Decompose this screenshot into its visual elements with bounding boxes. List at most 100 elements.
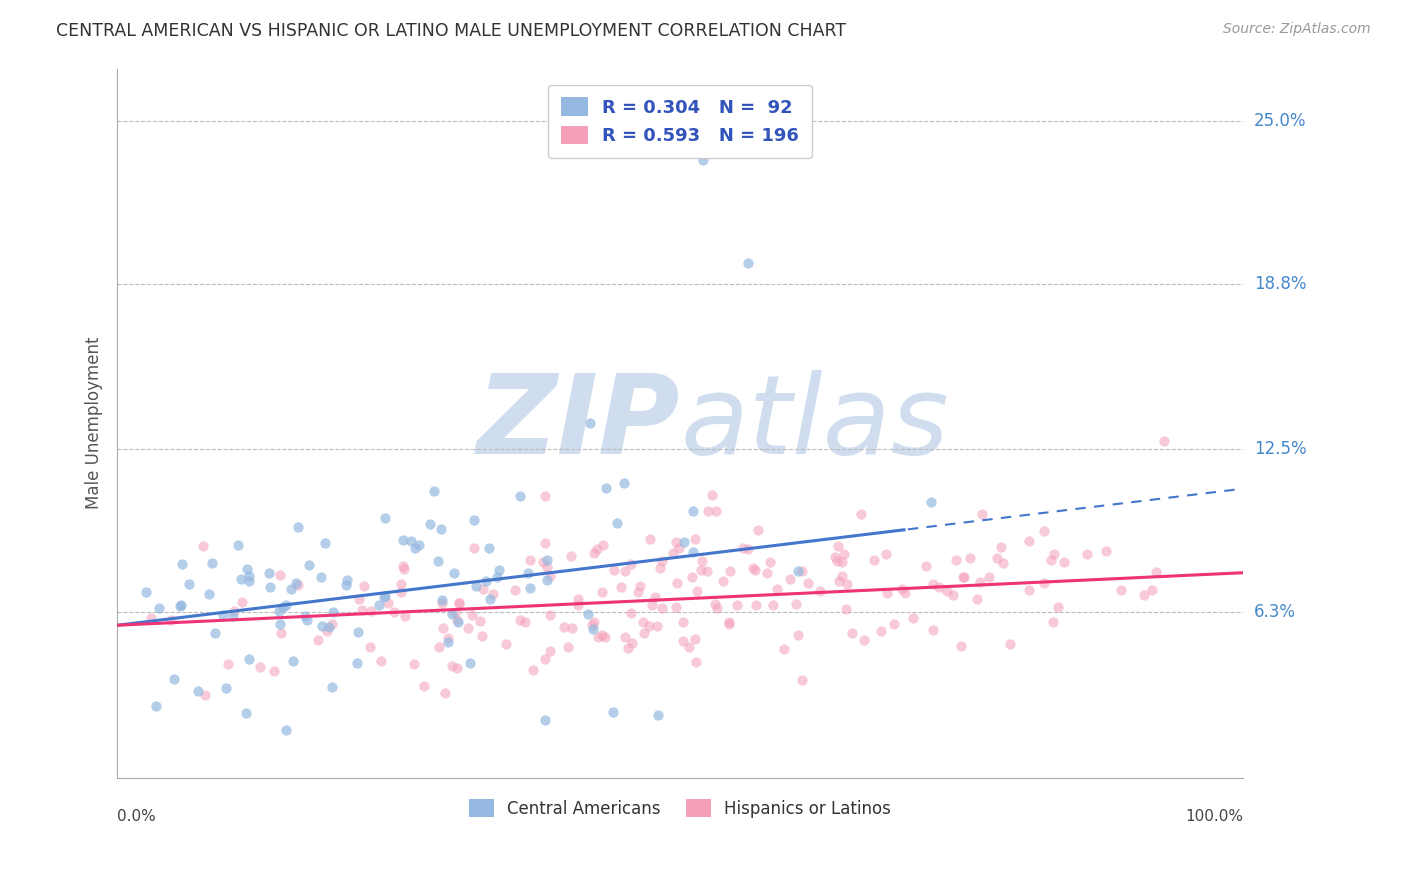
Point: [295, 614, 318, 628]
Point: [579, 416, 602, 430]
Point: [382, 605, 405, 619]
Point: [718, 564, 741, 578]
Point: [1033, 575, 1056, 590]
Point: [536, 553, 558, 567]
Point: [321, 680, 343, 694]
Point: [463, 513, 485, 527]
Point: [281, 655, 304, 669]
Point: [436, 632, 458, 646]
Point: [374, 511, 396, 525]
Point: [744, 563, 766, 577]
Point: [827, 539, 849, 553]
Point: [648, 561, 671, 575]
Point: [831, 569, 853, 583]
Point: [942, 588, 965, 602]
Point: [465, 579, 488, 593]
Point: [644, 590, 666, 604]
Point: [870, 624, 893, 638]
Point: [522, 663, 544, 677]
Point: [901, 611, 924, 625]
Point: [434, 686, 457, 700]
Point: [509, 613, 531, 627]
Point: [394, 608, 416, 623]
Point: [441, 607, 464, 621]
Point: [259, 581, 281, 595]
Point: [737, 256, 759, 270]
Point: [851, 507, 873, 521]
Point: [1111, 583, 1133, 598]
Point: [193, 540, 215, 554]
Point: [945, 553, 967, 567]
Point: [412, 680, 434, 694]
Point: [969, 575, 991, 590]
Point: [273, 600, 295, 615]
Point: [672, 615, 695, 629]
Text: CENTRAL AMERICAN VS HISPANIC OR LATINO MALE UNEMPLOYMENT CORRELATION CHART: CENTRAL AMERICAN VS HISPANIC OR LATINO M…: [56, 22, 846, 40]
Point: [478, 541, 501, 555]
Point: [404, 541, 426, 555]
Point: [534, 489, 557, 503]
Point: [891, 582, 914, 596]
Point: [685, 533, 707, 547]
Point: [426, 553, 449, 567]
Point: [314, 536, 336, 550]
Point: [834, 547, 856, 561]
Point: [198, 587, 221, 601]
Point: [370, 654, 392, 668]
Point: [640, 598, 662, 612]
Point: [560, 549, 582, 564]
Point: [553, 620, 575, 634]
Point: [682, 544, 704, 558]
Point: [593, 630, 616, 644]
Text: 6.3%: 6.3%: [1254, 603, 1296, 621]
Point: [432, 621, 454, 635]
Point: [921, 624, 943, 638]
Point: [392, 562, 415, 576]
Point: [389, 576, 412, 591]
Point: [990, 541, 1012, 555]
Point: [633, 626, 655, 640]
Point: [169, 599, 191, 613]
Point: [952, 569, 974, 583]
Text: 25.0%: 25.0%: [1254, 112, 1306, 130]
Point: [1144, 565, 1167, 579]
Point: [187, 683, 209, 698]
Point: [700, 488, 723, 502]
Point: [1140, 582, 1163, 597]
Point: [444, 607, 467, 621]
Point: [697, 504, 720, 518]
Point: [432, 596, 454, 610]
Point: [828, 574, 851, 588]
Text: 12.5%: 12.5%: [1254, 441, 1306, 458]
Point: [876, 548, 898, 562]
Point: [952, 570, 974, 584]
Point: [979, 570, 1001, 584]
Point: [141, 611, 163, 625]
Point: [170, 598, 193, 612]
Point: [718, 615, 741, 630]
Point: [408, 538, 430, 552]
Point: [226, 538, 249, 552]
Point: [681, 570, 703, 584]
Point: [582, 622, 605, 636]
Point: [374, 589, 396, 603]
Point: [1047, 599, 1070, 614]
Point: [307, 633, 329, 648]
Point: [269, 616, 291, 631]
Point: [359, 640, 381, 655]
Point: [222, 604, 245, 618]
Point: [686, 584, 709, 599]
Point: [557, 640, 579, 654]
Point: [135, 585, 157, 599]
Point: [347, 592, 370, 607]
Point: [972, 507, 994, 521]
Text: 0.0%: 0.0%: [117, 809, 156, 824]
Point: [446, 613, 468, 627]
Point: [287, 520, 309, 534]
Point: [429, 522, 451, 536]
Point: [263, 665, 285, 679]
Text: 100.0%: 100.0%: [1185, 809, 1243, 824]
Point: [841, 625, 863, 640]
Point: [274, 723, 297, 738]
Point: [311, 570, 333, 584]
